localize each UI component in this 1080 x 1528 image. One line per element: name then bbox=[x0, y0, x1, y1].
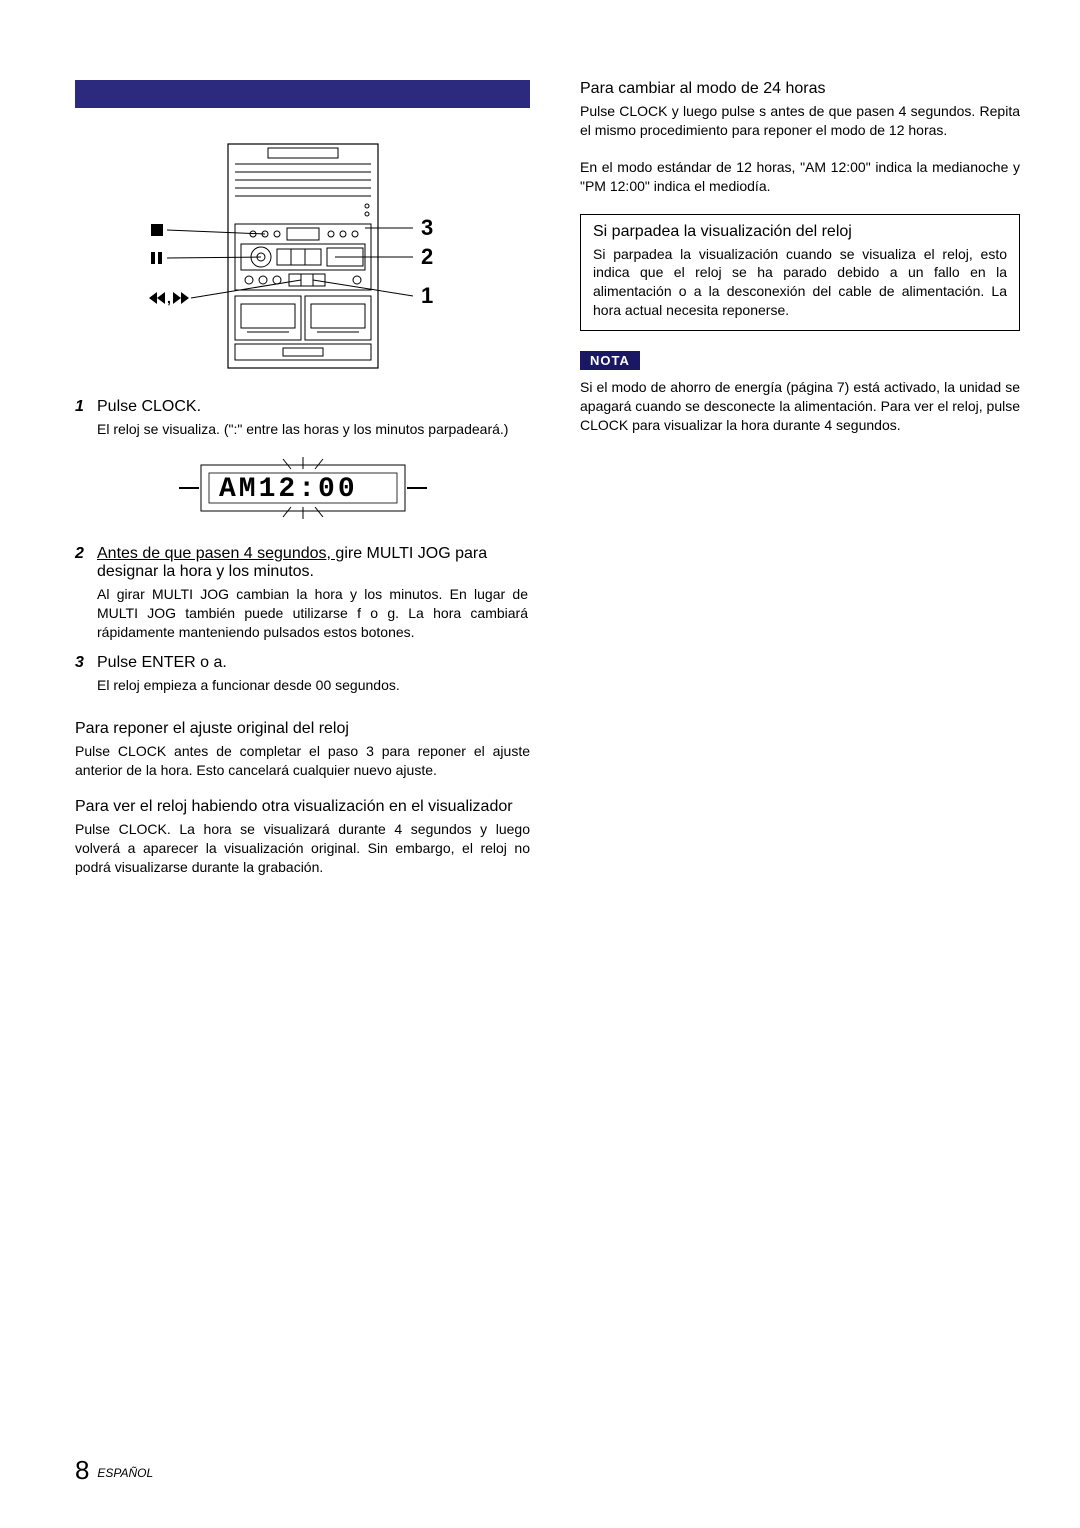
step-number: 1 bbox=[75, 398, 84, 416]
step-title: Pulse CLOCK. bbox=[97, 398, 530, 416]
box-title: Si parpadea la visualización del reloj bbox=[593, 223, 1007, 241]
para-body: Pulse CLOCK y luego pulse s antes de que… bbox=[580, 102, 1020, 140]
para-view-clock: Para ver el reloj habiendo otra visualiz… bbox=[75, 798, 530, 877]
nota-block: NOTA Si el modo de ahorro de energía (pá… bbox=[580, 351, 1020, 435]
step-body: El reloj empieza a funcionar desde 00 se… bbox=[97, 676, 530, 695]
warning-box: Si parpadea la visualización del reloj S… bbox=[580, 214, 1020, 332]
step-3: 3 Pulse ENTER o a. El reloj empieza a fu… bbox=[75, 654, 530, 695]
para-24h: Para cambiar al modo de 24 horas Pulse C… bbox=[580, 80, 1020, 140]
para-title: Para ver el reloj habiendo otra visualiz… bbox=[75, 798, 530, 816]
step-body: El reloj se visualiza. (":" entre las ho… bbox=[97, 420, 530, 439]
stop-icon bbox=[151, 224, 163, 236]
para-body: Pulse CLOCK. La hora se visualizará dura… bbox=[75, 820, 530, 877]
para-12h-note: En el modo estándar de 12 horas, "AM 12:… bbox=[580, 158, 1020, 196]
svg-text:AM12:00: AM12:00 bbox=[219, 474, 358, 505]
nota-body: Si el modo de ahorro de energía (página … bbox=[580, 378, 1020, 435]
para-reset: Para reponer el ajuste original del relo… bbox=[75, 720, 530, 780]
callout-2: 2 bbox=[421, 244, 433, 269]
pause-icon bbox=[151, 252, 162, 264]
rewfwd-icon: , bbox=[149, 290, 189, 306]
display-illustration: AM12:00 bbox=[173, 453, 433, 523]
callout-1: 1 bbox=[421, 283, 433, 308]
step-title: Antes de que pasen 4 segundos, gire MULT… bbox=[97, 545, 530, 581]
step-list: 1 Pulse CLOCK. El reloj se visualiza. ("… bbox=[75, 398, 530, 694]
step-number: 2 bbox=[75, 545, 84, 563]
step-body: Al girar MULTI JOG cambian la hora y los… bbox=[97, 585, 530, 642]
page-columns: 3 2 1 , bbox=[75, 80, 1020, 895]
page-number: 8 bbox=[75, 1455, 89, 1485]
device-illustration: 3 2 1 , bbox=[143, 136, 463, 376]
section-title-bar bbox=[75, 80, 530, 108]
para-body: En el modo estándar de 12 horas, "AM 12:… bbox=[580, 158, 1020, 196]
para-body: Pulse CLOCK antes de completar el paso 3… bbox=[75, 742, 530, 780]
step-2: 2 Antes de que pasen 4 segundos, gire MU… bbox=[75, 545, 530, 642]
right-column: Para cambiar al modo de 24 horas Pulse C… bbox=[580, 80, 1020, 895]
step-1: 1 Pulse CLOCK. El reloj se visualiza. ("… bbox=[75, 398, 530, 439]
para-title: Para cambiar al modo de 24 horas bbox=[580, 80, 1020, 98]
left-column: 3 2 1 , bbox=[75, 80, 530, 895]
svg-text:,: , bbox=[167, 290, 171, 306]
step-number: 3 bbox=[75, 654, 84, 672]
footer-language: ESPAÑOL bbox=[97, 1466, 153, 1480]
page-footer: 8 ESPAÑOL bbox=[75, 1455, 153, 1486]
para-title: Para reponer el ajuste original del relo… bbox=[75, 720, 530, 738]
box-body: Si parpadea la visualización cuando se v… bbox=[593, 245, 1007, 321]
nota-label: NOTA bbox=[580, 351, 640, 370]
callout-3: 3 bbox=[421, 215, 433, 240]
step-title: Pulse ENTER o a. bbox=[97, 654, 530, 672]
